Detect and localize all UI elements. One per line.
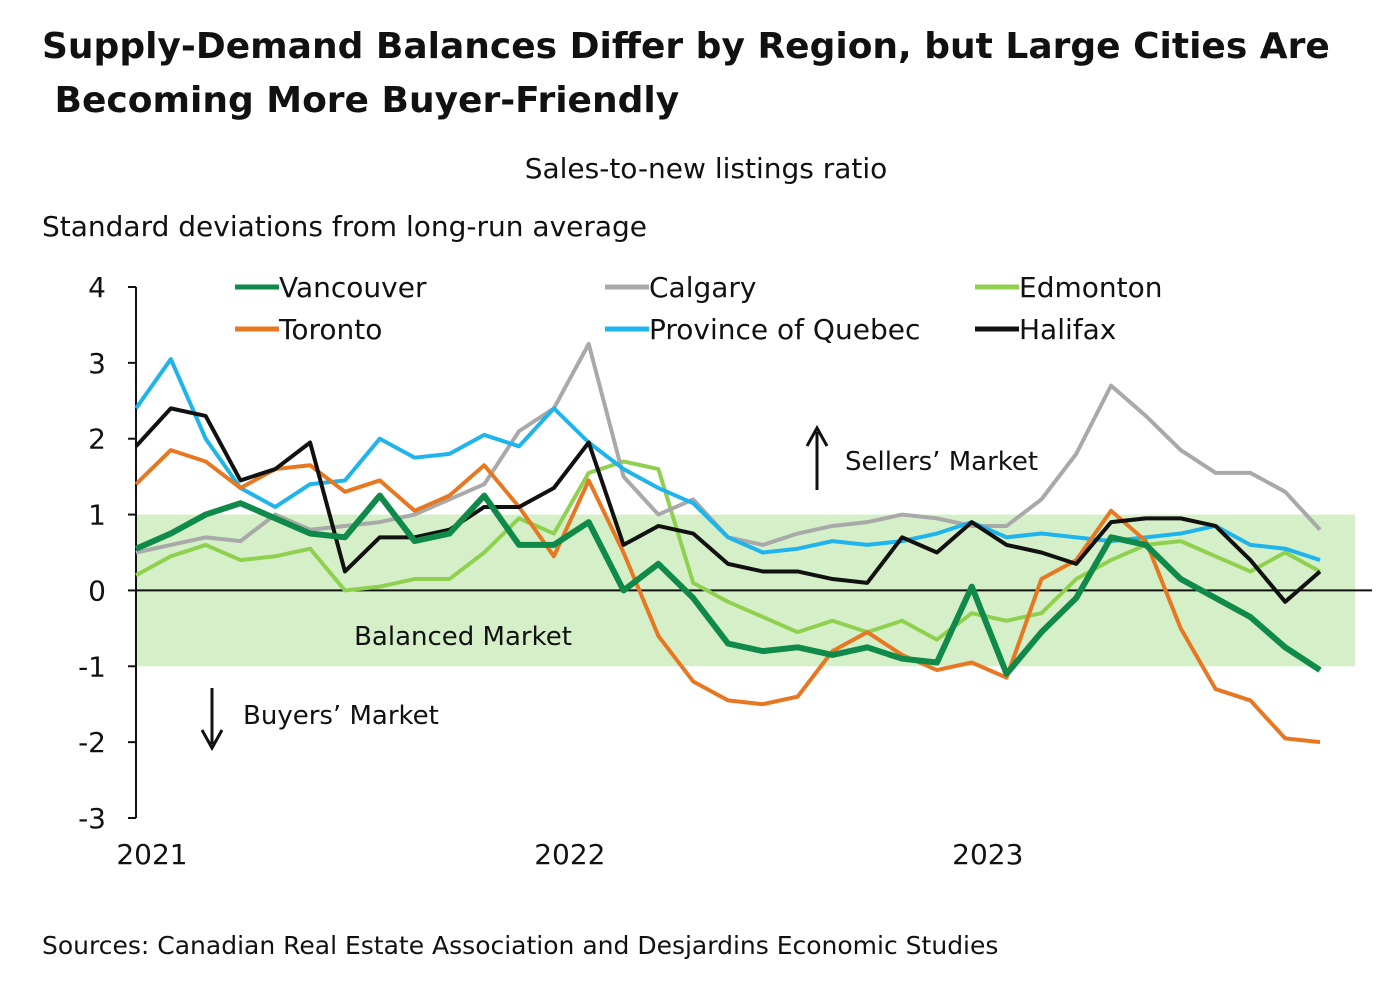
band-label: Balanced Market [354,622,572,652]
arrow-up-head [805,424,829,447]
legend-item: Province of Quebec [605,313,920,346]
y-tick-label: 1 [88,499,106,532]
x-tick-label: 2021 [116,838,187,871]
legend-label: Halifax [1019,313,1116,346]
legend-label: Province of Quebec [649,313,920,346]
y-tick-label: -1 [78,650,106,683]
sellers-label: Sellers’ Market [845,447,1038,477]
legend-item: Halifax [975,313,1116,346]
legend-item: Vancouver [235,271,427,304]
buyers-label: Buyers’ Market [243,701,439,731]
legend-item: Toronto [235,313,382,346]
y-tick-label: 0 [88,574,106,607]
chart-title: Supply-Demand Balances Differ by Region,… [42,26,1330,121]
y-tick-label: 4 [88,271,106,304]
legend-label: Edmonton [1019,271,1162,304]
legend-label: Vancouver [279,271,427,304]
y-tick-label: -3 [78,802,106,835]
arrow-down-head [200,729,224,752]
legend-item: Edmonton [975,271,1162,304]
source: Sources: Canadian Real Estate Associatio… [42,931,998,960]
x-tick-label: 2022 [534,838,605,871]
series-line [134,492,1322,677]
y-axis-label: Standard deviations from long-run averag… [42,210,647,243]
series-line [135,459,1321,642]
legend-label: Toronto [278,313,382,346]
y-tick-label: 3 [88,347,106,380]
y-tick-label: -2 [78,726,106,759]
series-line [134,406,1322,604]
x-tick-label: 2023 [952,838,1023,871]
legend-item: Calgary [605,271,757,304]
chart-subtitle: Sales-to-new listings ratio [525,152,888,185]
legend-label: Calgary [649,271,757,304]
y-tick-label: 2 [88,423,106,456]
